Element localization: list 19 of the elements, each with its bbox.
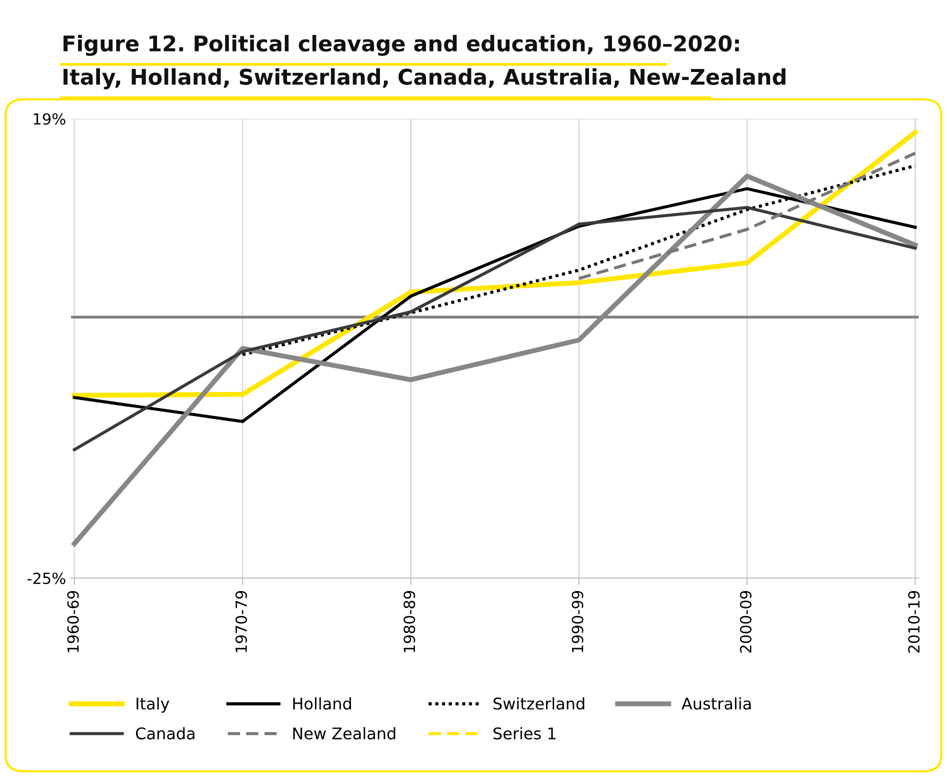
legend-label: Switzerland bbox=[494, 697, 584, 710]
legend-label: Australia bbox=[682, 697, 751, 710]
line-series bbox=[72, 130, 918, 398]
chart-title: Figure 12. Political cleavage and education, 1960–2020: Italy, Holland, Switzerland, Canada, Australia, New-Zealand bbox=[64, 34, 786, 90]
legend-label: Series 1 bbox=[494, 727, 556, 740]
line-series bbox=[72, 174, 918, 546]
y-tick-label: -25% bbox=[27, 572, 66, 584]
x-tick-label: 1960-69 bbox=[67, 591, 79, 652]
x-tick-label: 1990-99 bbox=[572, 591, 584, 652]
legend-label: Italy bbox=[136, 697, 170, 713]
x-tick-label: 1970-79 bbox=[235, 591, 247, 652]
legend-label: New Zealand bbox=[293, 727, 396, 740]
y-tick-label: 19% bbox=[34, 113, 66, 125]
x-tick-label: 2010-19 bbox=[908, 591, 920, 653]
x-tick-label: 1980-89 bbox=[404, 591, 416, 652]
line-series bbox=[72, 206, 917, 452]
legend-label: Holland bbox=[293, 697, 351, 710]
legend-label: Canada bbox=[136, 727, 194, 740]
x-tick-label: 2000-09 bbox=[740, 591, 752, 653]
